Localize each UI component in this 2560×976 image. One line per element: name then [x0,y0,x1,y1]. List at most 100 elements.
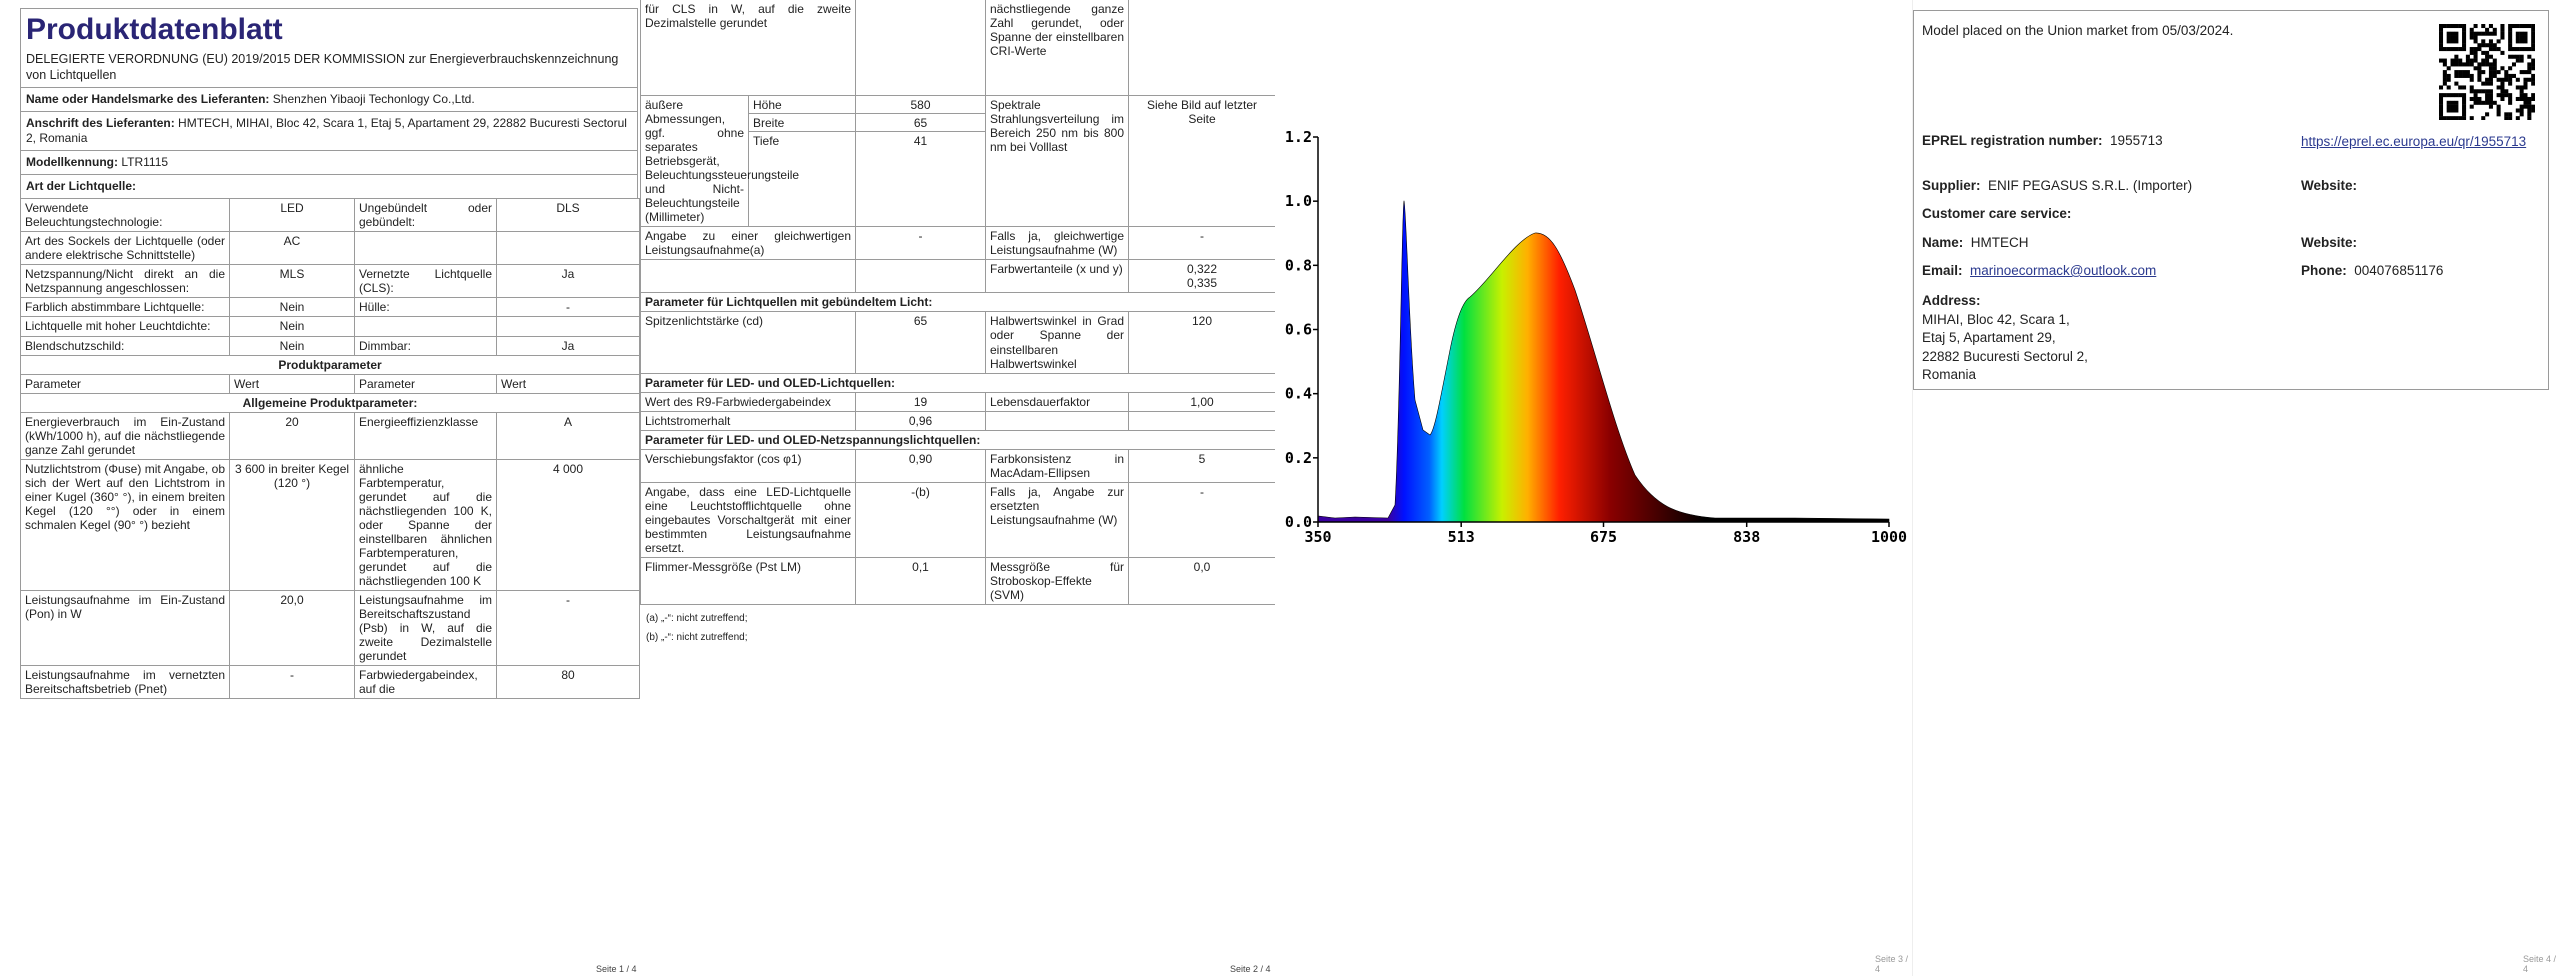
qr-module [2477,62,2482,67]
table-row: Allgemeine Produktparameter: [20,392,640,413]
qr-module [2515,54,2520,59]
table-cell: - [855,226,986,261]
qr-module [2454,58,2459,63]
qr-module [2454,108,2459,113]
qr-module [2477,66,2482,71]
table-cell: Parameter für LED- und OLED-Lichtquellen… [640,372,1275,393]
eprel-link[interactable]: https://eprel.ec.europa.eu/qr/1955713 [2301,134,2527,149]
qr-module [2504,116,2509,120]
qr-module [2446,73,2451,78]
text: Art der Lichtquelle: [26,179,137,194]
qr-module [2439,39,2444,44]
qr-module [2531,24,2535,29]
qr-module [2492,100,2497,105]
qr-module [2462,93,2467,98]
qr-module [2508,47,2513,52]
qr-module [2458,85,2463,90]
table-cell: Leistungsaufnahme im vernetzten Bereitsc… [20,665,230,700]
qr-module [2439,108,2444,113]
qr-module [2439,35,2444,40]
table-row: Wert des R9-Farbwiedergabeindex 19 Lebensd… [640,391,1275,412]
qr-module [2462,62,2467,67]
table-cell: Lichtquelle mit hoher Leuchtdichte: [20,316,230,337]
table-cell: Falls ja, Angabe zur ersetzten Leistungs… [985,481,1129,558]
qr-module [2450,116,2455,120]
qr-module [2469,27,2474,32]
qr-module [2473,66,2478,71]
email-link[interactable]: marinoecormack@outlook.com [1970,263,2157,278]
qr-module [2473,100,2478,105]
qr-module [2450,104,2455,109]
table-cell: Ja [496,264,640,299]
table-cell: MLS [229,264,355,299]
qr-module [2473,93,2478,98]
footnotes: (a) „-“: nicht zutreffend; (b) „-“: nich… [646,609,1269,647]
qr-module [2515,85,2520,90]
qr-module [2462,108,2467,113]
qr-module [2523,77,2528,82]
qr-module [2450,35,2455,40]
qr-module [2504,112,2509,117]
qr-module [2531,31,2535,36]
qr-module [2496,112,2501,117]
qr-module [2450,108,2455,113]
table-row: Parameter für LED- und OLED-Lichtquellen… [640,372,1275,393]
table-cell: 20 [229,411,355,460]
text: 22882 Bucuresti Sectorul 2, [1922,348,2088,364]
qr-module [2446,77,2451,82]
qr-module [2519,47,2524,52]
table-cell: 20,0 [229,589,355,667]
qr-module [2462,35,2467,40]
qr-module [2492,58,2497,63]
qr-module [2488,24,2493,29]
table-cell: Parameter [20,373,230,394]
qr-module [2485,77,2490,82]
qr-module [2462,96,2467,101]
qr-module [2511,62,2516,67]
qr-module [2500,93,2505,98]
qr-module [2469,77,2474,82]
text: Shenzhen Yibaoji Techonlogy Co.,Ltd. [272,92,475,107]
table-cell [985,410,1129,431]
qr-module [2500,35,2505,40]
block: Phone: 004076851176 [2301,263,2443,278]
table-row: Art des Sockels der Lichtquelle (oder an… [20,231,640,266]
text: Tiefe [753,134,780,148]
qr-module [2469,104,2474,109]
qr-module [2481,31,2486,36]
qr-module [2454,39,2459,44]
qr-module [2450,58,2455,63]
qr-module [2519,58,2524,63]
qr-module [2527,24,2532,29]
qr-module [2462,27,2467,32]
footer: Seite 3 / 4 [1875,954,1909,974]
qr-module [2481,43,2486,48]
title: Produktdatenblatt [26,13,283,46]
qr-module [2500,81,2505,86]
info-box: Model placed on the Union market from 05… [1913,10,2549,390]
text: 004076851176 [2354,263,2444,278]
qr-module [2500,31,2505,36]
qr-module [2454,116,2459,120]
qr-module [2531,58,2535,63]
qr-module [2531,62,2535,67]
qr-module [2508,31,2513,36]
table-cell: Ja [496,335,640,356]
qr-module [2523,24,2528,29]
table-cell: Farbwiedergabeindex, auf die [354,665,497,700]
text: Name oder Handelsmarke des Lieferanten: [26,92,270,107]
block: Customer care service: [1922,206,2071,221]
table-cell: 3 600 in breiter Kegel (120 °) [229,458,355,592]
qr-module [2481,81,2486,86]
qr-module [2446,93,2451,98]
table-2: für CLS in W, auf die zweite Dezimalstel… [640,0,1275,606]
qr-module [2446,35,2451,40]
qr-module [2454,35,2459,40]
qr-module [2477,47,2482,52]
qr-module [2442,62,2447,67]
qr-module [2477,31,2482,36]
qr-module [2511,54,2516,59]
qr-module [2473,89,2478,94]
qr-module [2531,108,2535,113]
qr-module [2531,104,2535,109]
